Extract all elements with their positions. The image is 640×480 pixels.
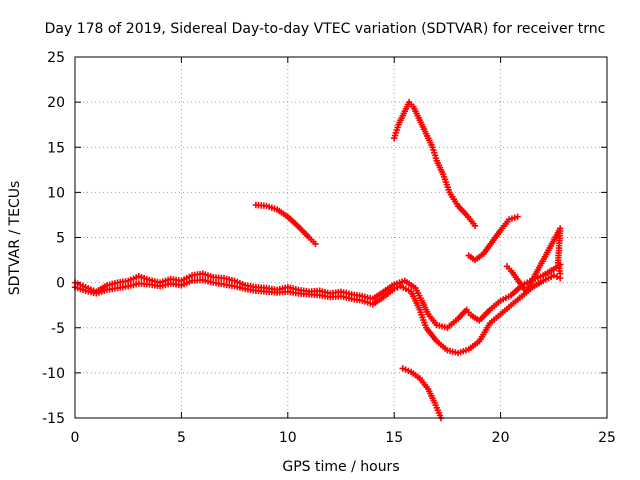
y-tick-label: -5 — [51, 321, 65, 337]
data-point — [471, 222, 479, 229]
x-tick-label: 25 — [598, 430, 616, 446]
series-track-descending-low — [399, 365, 445, 422]
series-track-arc-upper — [391, 98, 479, 229]
x-tick-label: 0 — [71, 430, 80, 446]
series-track-short — [252, 201, 319, 248]
chart-title: Day 178 of 2019, Sidereal Day-to-day VTE… — [45, 21, 606, 37]
y-tick-label: -10 — [42, 366, 65, 382]
x-tick-label: 10 — [279, 430, 297, 446]
series-track-isolated — [503, 225, 564, 295]
y-tick-label: 15 — [47, 140, 65, 156]
data-point — [556, 270, 564, 277]
y-tick-label: -15 — [42, 411, 65, 427]
plot-frame — [74, 56, 608, 419]
y-tick-label: 5 — [56, 231, 65, 247]
y-tick-label: 20 — [47, 95, 65, 111]
grid — [75, 57, 607, 418]
data-point — [514, 213, 521, 220]
y-tick-label: 0 — [56, 276, 65, 292]
x-tick-label: 15 — [385, 430, 403, 446]
x-tick-label: 5 — [177, 430, 186, 446]
y-tick-label: 25 — [47, 50, 65, 66]
series-track-main-lower — [71, 272, 564, 357]
data-marks — [71, 98, 564, 422]
y-axis-label: SDTVAR / TECUs — [7, 181, 23, 296]
y-tick-label: 10 — [47, 185, 65, 201]
x-tick-label: 20 — [492, 430, 510, 446]
x-axis-label: GPS time / hours — [282, 459, 399, 475]
data-point — [553, 273, 561, 280]
data-point — [312, 240, 319, 248]
axis-ticks: 0 5 10 15 20 25 -15 -10 -5 0 5 10 15 20 25 — [42, 50, 616, 446]
series-track-rising — [465, 213, 521, 264]
